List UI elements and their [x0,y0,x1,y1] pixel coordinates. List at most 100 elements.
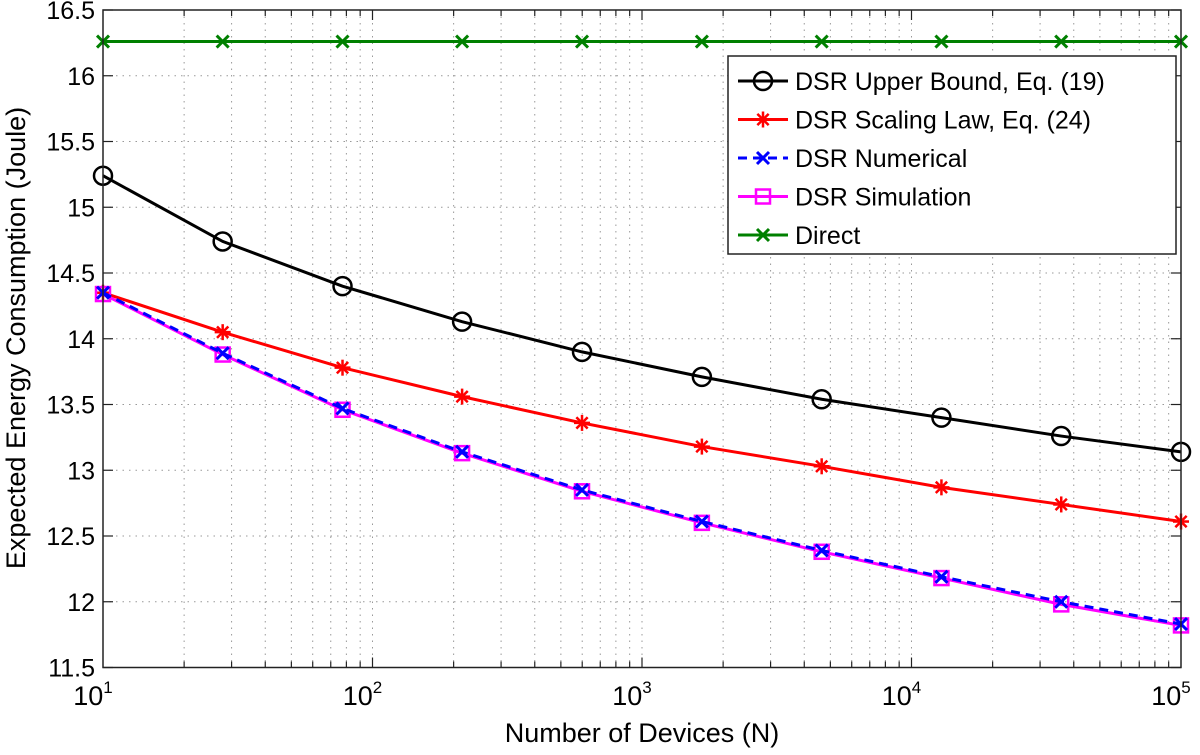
x-tick-base: 10 [612,681,642,711]
x-marker [574,34,590,49]
circle-marker-shape [1050,425,1072,447]
legend-item: DSR Simulation [738,184,971,212]
x-marker [574,482,590,498]
x-marker [455,444,470,459]
x-tick-label: 101 [73,678,113,711]
x-tick-exponent: 1 [103,678,112,697]
asterisk-marker [1053,496,1070,513]
x-marker [1054,594,1069,609]
y-tick-label: 14 [67,326,95,354]
x-marker-stroke [1054,34,1069,49]
asterisk-marker-stroke [1054,497,1068,511]
asterisk-marker [755,111,771,128]
circle-marker [1050,425,1072,447]
legend-label: DSR Simulation [795,184,971,212]
series-line [102,291,1182,626]
x-marker-stroke [934,569,949,584]
circle-marker-shape [212,231,233,252]
x-marker [215,346,230,361]
x-tick-exponent: 5 [1181,678,1190,697]
x-marker [755,227,771,243]
x-marker [934,569,949,584]
x-marker [455,34,470,49]
circle-marker [332,275,353,297]
legend-item: DSR Scaling Law, Eq. (24) [738,107,1091,135]
asterisk-marker-stroke [575,416,589,430]
circle-marker-shape [571,341,593,363]
asterisk-marker-stroke [695,440,709,454]
x-marker-stroke [1054,594,1069,609]
asterisk-marker-stroke [455,390,469,404]
square-marker-shape [754,188,772,205]
x-tick-exponent: 3 [642,678,651,697]
circle-marker [752,70,774,92]
square-marker [1052,596,1070,613]
x-marker-stroke [215,346,230,361]
y-tick-label: 15 [67,194,95,222]
x-marker [1054,34,1069,49]
legend: DSR Upper Bound, Eq. (19) DSR Scaling Law… [727,55,1177,255]
asterisk-marker [574,414,591,431]
x-marker-stroke [215,34,230,49]
x-marker-stroke [335,401,350,416]
legend-label: DSR Upper Bound, Eq. (19) [795,68,1105,96]
asterisk-marker [214,324,231,341]
asterisk-marker [813,458,830,475]
asterisk-marker-stroke [815,459,829,473]
legend-item: DSR Upper Bound, Eq. (19) [738,68,1105,96]
x-tick-base: 10 [343,681,373,711]
asterisk-marker [334,359,351,376]
x-tick-label: 103 [612,678,652,711]
x-marker-stroke [574,34,590,49]
x-tick-label: 104 [882,678,922,711]
x-marker [694,34,709,49]
square-marker [933,569,950,587]
x-tick-exponent: 4 [912,678,921,697]
circle-marker-shape [691,366,713,388]
x-marker-stroke [455,444,470,459]
x-marker-stroke [335,34,350,49]
circle-marker-shape [451,311,473,332]
x-tick-label: 105 [1151,678,1191,711]
y-tick-label: 16 [67,63,95,91]
circle-marker-shape [332,275,353,297]
x-marker-stroke [574,482,590,498]
asterisk-marker [693,438,710,455]
legend-item: Direct [738,222,860,250]
legend-label: DSR Scaling Law, Eq. (24) [795,107,1091,135]
x-marker [694,514,709,529]
square-marker-shape [933,569,950,587]
x-marker [335,34,350,49]
x-marker [814,34,829,49]
y-tick-label: 12 [67,589,95,617]
x-axis-label: Number of Devices (N) [505,718,780,748]
circle-marker [811,388,832,410]
x-marker-stroke [455,34,470,49]
x-marker [755,150,771,166]
x-tick-base: 10 [73,681,103,711]
x-marker [215,34,230,49]
square-marker [214,346,231,363]
x-marker-stroke [755,227,771,243]
circle-marker [571,341,593,363]
y-tick-label: 13.5 [46,392,95,420]
x-marker-stroke [694,514,709,529]
asterisk-marker [454,388,471,405]
circle-marker-shape [811,388,832,410]
x-tick-label: 102 [343,678,383,711]
y-tick-label: 11.5 [48,655,95,683]
series-line [102,291,1182,524]
x-tick-base: 10 [1151,681,1181,711]
legend-label: DSR Numerical [795,145,967,173]
asterisk-marker-stroke [216,325,230,339]
square-marker [754,188,772,205]
x-tick-base: 10 [882,681,912,711]
asterisk-marker [933,479,950,496]
x-marker [335,401,350,416]
x-marker-stroke [694,34,709,49]
x-marker-stroke [934,34,949,49]
asterisk-marker-stroke [335,361,350,375]
x-marker-stroke [814,34,829,49]
